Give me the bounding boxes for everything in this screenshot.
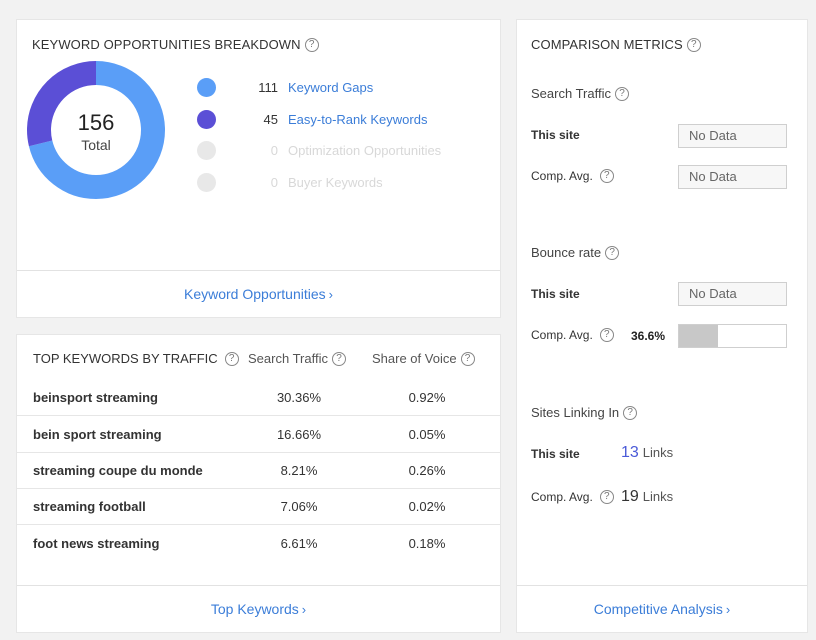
search-traffic-comp-value: No Data [678,165,787,189]
table-row: beinsport streaming 30.36% 0.92% [16,379,501,416]
donut-total-value: 156 [77,110,115,135]
bounce-rate-comp-bar [678,324,787,348]
legend-count: 0 [270,143,278,159]
comparison-footer: Competitive Analysis › [517,585,807,632]
optimization-opportunities-label: Optimization Opportunities [288,143,442,159]
top-keywords-card: Top Keywords › [16,334,501,633]
help-icon[interactable]: ? [605,245,620,260]
keyword-gaps-link[interactable]: Keyword Gaps [288,80,374,96]
legend-count: 45 [263,111,278,127]
comp-avg-label: Comp. Avg.? [531,328,614,342]
top-keywords-link[interactable]: Top Keywords › [210,601,307,617]
help-icon[interactable]: ? [599,169,614,183]
keyword-opportunities-link[interactable]: Keyword Opportunities › [184,286,333,302]
comp-avg-label: Comp. Avg.? [531,169,614,183]
links-unit: Links [642,445,674,460]
chevron-right-icon: › [725,602,731,617]
competitive-analysis-link[interactable]: Competitive Analysis › [593,601,731,617]
donut-segment-easy-to-rank-keywords[interactable] [27,61,165,199]
search-traffic-heading: Search Traffic? [531,86,629,101]
links-unit: Links [642,489,674,504]
traffic-cell: 30.36% [276,390,322,405]
legend-dot [197,78,216,98]
table-row: streaming coupe du monde 8.21% 0.26% [16,452,501,489]
legend-dot [197,141,216,161]
links-count: 19 [621,488,639,505]
help-icon[interactable]: ? [599,490,614,504]
traffic-cell: 6.61% [280,536,318,551]
help-icon[interactable]: ? [331,351,346,366]
keyword-cell: streaming football [33,499,146,514]
help-icon[interactable]: ? [304,37,319,52]
table-row: streaming football 7.06% 0.02% [16,488,501,525]
legend-item-easy-to-rank: 45 Easy-to-Rank Keywords [197,104,441,136]
keyword-cell: streaming coupe du monde [33,463,203,478]
share-cell: 0.05% [408,427,446,442]
help-icon[interactable]: ? [224,351,239,366]
table-row: foot news streaming 6.61% 0.18% [16,525,501,562]
easy-to-rank-keywords-link[interactable]: Easy-to-Rank Keywords [288,111,428,127]
top-keywords-title: TOP KEYWORDS BY TRAFFIC? [33,351,239,366]
legend-count: 111 [258,80,278,96]
share-cell: 0.02% [408,499,446,514]
legend-dot [197,109,216,129]
comp-avg-label: Comp. Avg.? [531,490,614,504]
chevron-right-icon: › [328,287,333,302]
comparison-title: COMPARISON METRICS? [531,37,701,52]
buyer-keywords-label: Buyer Keywords [288,174,383,190]
breakdown-title: KEYWORD OPPORTUNITIES BREAKDOWN? [32,37,319,52]
traffic-cell: 7.06% [280,499,318,514]
bounce-rate-comp-value: 36.6% [631,329,666,343]
table-row: bein sport streaming 16.66% 0.05% [16,416,501,453]
legend-item-optimization: 0 Optimization Opportunities [197,135,441,167]
sites-linking-in-heading: Sites Linking In? [531,405,638,420]
bounce-rate-this-site-value: No Data [678,282,787,306]
opportunities-donut-chart [27,61,165,199]
search-traffic-this-site-value: No Data [678,124,787,148]
this-site-label: This site [531,287,580,301]
help-icon[interactable]: ? [686,37,701,52]
keyword-cell: beinsport streaming [33,390,158,405]
bounce-rate-heading: Bounce rate? [531,245,620,260]
breakdown-footer: Keyword Opportunities › [17,270,500,317]
legend-item-buyer: 0 Buyer Keywords [197,167,441,199]
this-site-label: This site [531,447,580,461]
bounce-rate-bar-fill [679,325,719,347]
column-header-search-traffic: Search Traffic? [248,351,346,366]
this-site-label: This site [531,128,580,142]
top-keywords-footer: Top Keywords › [17,585,500,632]
traffic-cell: 16.66% [276,427,322,442]
chevron-right-icon: › [301,602,307,617]
share-cell: 0.18% [408,536,446,551]
sites-linking-this-site-value: 13 Links [621,444,673,462]
traffic-cell: 8.21% [280,463,318,478]
donut-total-label: Total [81,137,111,153]
keyword-cell: foot news streaming [33,536,160,551]
help-icon[interactable]: ? [623,405,638,420]
legend-dot [197,172,216,192]
share-cell: 0.26% [408,463,446,478]
column-header-share-of-voice: Share of Voice? [372,351,475,366]
breakdown-legend: 111 Keyword Gaps 45 Easy-to-Rank Keyword… [197,72,441,198]
legend-item-keyword-gaps: 111 Keyword Gaps [197,72,441,104]
sites-linking-comp-value: 19 Links [621,488,673,506]
share-cell: 0.92% [408,390,446,405]
help-icon[interactable]: ? [614,86,629,101]
help-icon[interactable]: ? [460,351,475,366]
keyword-cell: bein sport streaming [33,427,162,442]
links-count: 13 [621,444,639,461]
help-icon[interactable]: ? [599,328,614,342]
legend-count: 0 [270,174,278,190]
